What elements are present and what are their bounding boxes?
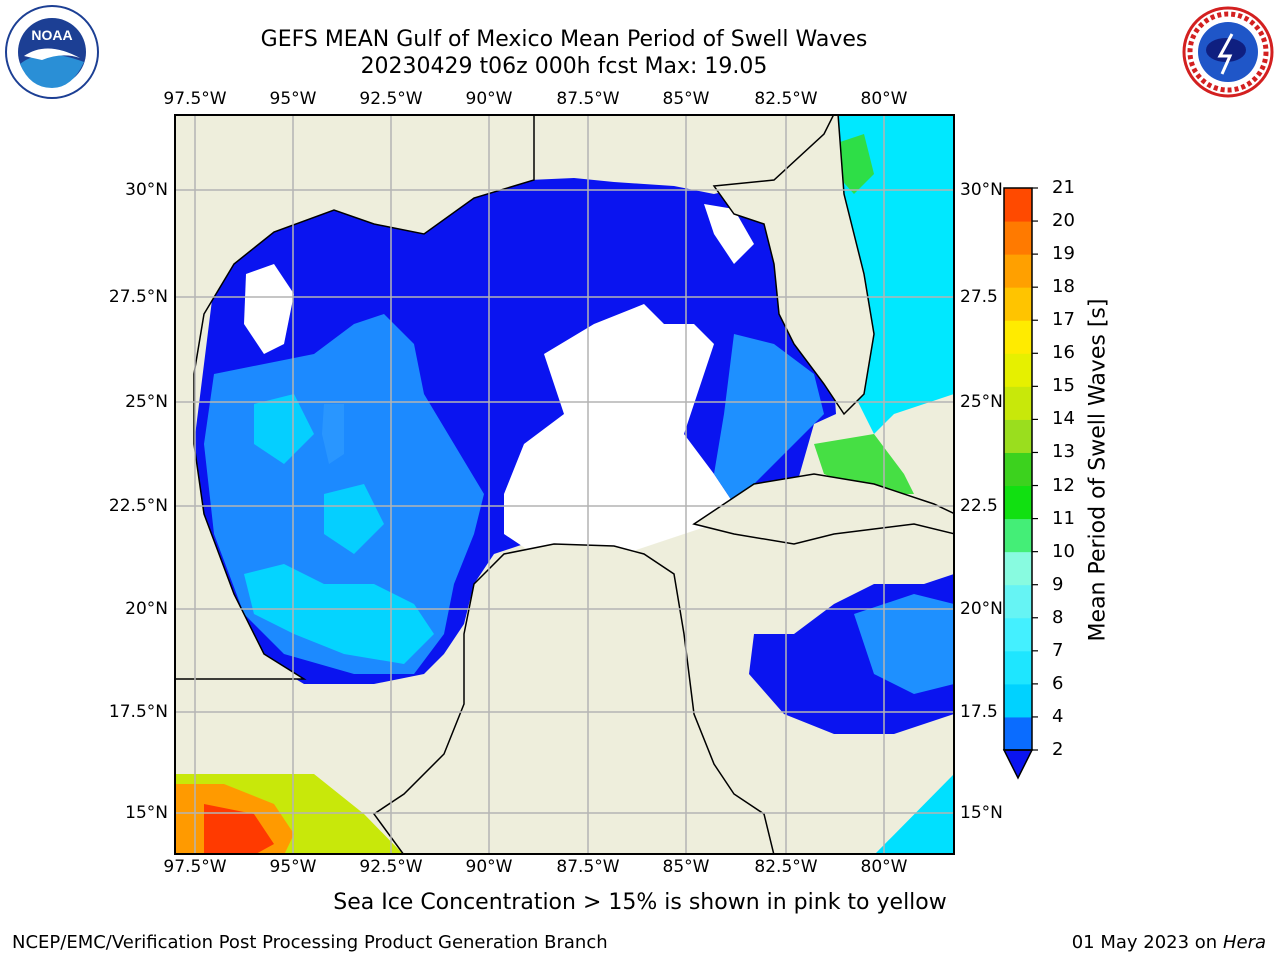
colorbar-title: Mean Period of Swell Waves [s]: [1085, 298, 1111, 642]
lat-label-right: 25°N: [960, 392, 1003, 412]
caribbean-swell-south: [874, 774, 954, 855]
colorbar-tick-label: 10: [1052, 540, 1075, 562]
colorbar-segment: [1004, 650, 1032, 685]
caribbean-swell-light: [854, 594, 954, 694]
map-frame: [174, 114, 955, 855]
colorbar-tick-label: 12: [1052, 474, 1075, 496]
lon-label-bottom: 82.5°W: [754, 857, 818, 877]
lat-label-right: 30°N: [960, 180, 1003, 200]
lon-label-top: 85°W: [662, 89, 710, 109]
lat-label-left: 17.5°N: [108, 702, 168, 722]
lat-label-right: 15°N: [960, 803, 1003, 823]
colorbar-segment: [1004, 287, 1032, 321]
cuba-land: [692, 473, 955, 545]
lat-label-left: 25°N: [125, 392, 168, 412]
lon-label-top: 95°W: [269, 89, 317, 109]
colorbar-segment: [1004, 386, 1032, 420]
lon-label-top: 82.5°W: [754, 89, 818, 109]
colorbar-tick-label: 2: [1052, 739, 1064, 760]
colorbar-tick-label: 17: [1052, 309, 1075, 331]
lat-label-right: 17.5: [960, 702, 998, 722]
lon-label-top: 97.5°W: [163, 89, 227, 109]
lon-label-top: 90°W: [465, 89, 513, 109]
colorbar-segment: [1004, 518, 1032, 553]
colorbar-tick-label: 6: [1052, 672, 1064, 694]
lon-label-bottom: 95°W: [269, 857, 317, 877]
lon-label-top: 80°W: [860, 89, 908, 109]
lat-label-right: 27.5: [960, 287, 998, 307]
colorbar-segment: [1004, 485, 1032, 520]
colorbar-segment: [1004, 254, 1032, 288]
colorbar-tick-label: 16: [1052, 342, 1075, 364]
colorbar-segment: [1004, 320, 1032, 354]
lat-label-left: 27.5°N: [108, 287, 168, 307]
swell-band-cyan: [254, 394, 314, 464]
colorbar-segment: [1004, 221, 1032, 255]
colorbar-segment: [1004, 617, 1032, 652]
colorbar-segment: [1004, 452, 1032, 487]
colorbar-tick-label: 20: [1052, 210, 1075, 232]
colorbar-frame: [1003, 187, 1033, 751]
lon-label-bottom: 87.5°W: [556, 857, 620, 877]
map-panel: [174, 114, 955, 855]
colorbar-tick-label: 19: [1052, 243, 1075, 265]
no-data-region: [504, 304, 734, 554]
svg-text:NOAA: NOAA: [31, 27, 72, 43]
nws-logo: [1182, 6, 1274, 98]
swell-band-cyan: [324, 484, 384, 554]
lat-label-left: 30°N: [125, 180, 168, 200]
colorbar-segment: [1004, 419, 1032, 453]
colorbar-tick-label: 13: [1052, 441, 1075, 463]
sea-ice-note: Sea Ice Concentration > 15% is shown in …: [333, 890, 947, 915]
lat-label-left: 20°N: [125, 599, 168, 619]
colorbar-segment: [1004, 584, 1032, 619]
footer-branch: NCEP/EMC/Verification Post Processing Pr…: [12, 932, 608, 953]
lat-label-left: 22.5°N: [108, 496, 168, 516]
lat-label-right: 22.5: [960, 496, 998, 516]
colorbar-segment: [1004, 683, 1032, 718]
colorbar-tick-label: 21: [1052, 177, 1075, 198]
colorbar-tick-label: 9: [1052, 573, 1064, 595]
pacific-swell-red: [204, 804, 274, 855]
yucatan-land: [372, 543, 775, 855]
florida-land: [712, 114, 875, 416]
lat-label-left: 15°N: [125, 803, 168, 823]
lon-label-top: 92.5°W: [359, 89, 423, 109]
lon-label-bottom: 90°W: [465, 857, 513, 877]
swell-band-cyan: [244, 564, 434, 664]
colorbar-tick-label: 8: [1052, 606, 1064, 628]
lon-label-bottom: 80°W: [860, 857, 908, 877]
colorbar-tick-label: 18: [1052, 276, 1075, 298]
atlantic-swell-green: [834, 134, 874, 194]
lon-label-bottom: 97.5°W: [163, 857, 227, 877]
chart-title: GEFS MEAN Gulf of Mexico Mean Period of …: [260, 27, 868, 52]
noaa-logo: NOAA: [5, 5, 99, 99]
colorbar-segment: [1004, 716, 1032, 751]
colorbar-tick-label: 7: [1052, 639, 1064, 661]
colorbar-segment: [1004, 353, 1032, 387]
no-data-region: [244, 264, 294, 354]
lat-label-right: 20°N: [960, 599, 1003, 619]
no-data-region: [704, 204, 754, 264]
colorbar: [1002, 187, 1038, 780]
colorbar-segment: [1004, 551, 1032, 586]
colorbar-extend-arrow: [1002, 749, 1034, 780]
lon-label-top: 87.5°W: [556, 89, 620, 109]
chart-subtitle: 20230429 t06z 000h fcst Max: 19.05: [360, 54, 768, 79]
lon-label-bottom: 92.5°W: [359, 857, 423, 877]
swell-band-east: [714, 334, 824, 504]
lon-label-bottom: 85°W: [662, 857, 710, 877]
footer-date: 01 May 2023 on Hera: [1071, 932, 1266, 953]
colorbar-segment: [1004, 188, 1032, 222]
map-grid: [174, 114, 955, 855]
footer-machine: Hera: [1222, 932, 1266, 953]
colorbar-tick-label: 11: [1052, 507, 1075, 529]
colorbar-tick-label: 15: [1052, 375, 1075, 397]
mexico-west-land: [174, 114, 535, 680]
colorbar-tick-label: 4: [1052, 705, 1064, 727]
colorbar-tick-label: 14: [1052, 408, 1075, 430]
